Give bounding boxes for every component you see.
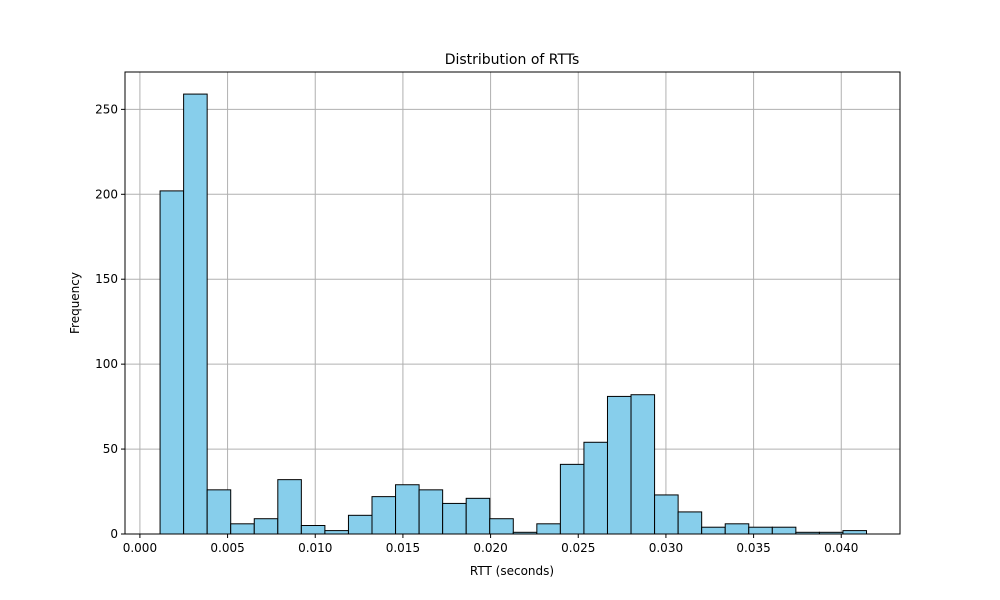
histogram-bar-22: [677, 511, 703, 535]
x-axis-ticks: 0.000 0.005 0.010 0.015 0.020 0.025 0.030 0.035…: [123, 534, 858, 555]
histogram-bar-23: [701, 526, 726, 535]
x-tick-label-8: 0.040: [824, 541, 858, 555]
histogram-bar-3: [230, 523, 255, 535]
x-tick-label-2: 0.010: [298, 541, 332, 555]
histogram-bar-18: [583, 441, 608, 535]
histogram-bar-9: [371, 496, 397, 535]
histogram-bar-24: [724, 523, 750, 535]
histogram-bar-17: [559, 463, 585, 535]
x-tick-label-7: 0.035: [736, 541, 770, 555]
histogram-bar-19: [606, 395, 632, 535]
plot-frame: [124, 71, 901, 535]
histogram-bar-2: [206, 489, 232, 535]
histogram-bar-16: [536, 523, 561, 535]
x-axis-label: RTT (seconds): [470, 564, 554, 578]
histogram-bar-13: [465, 497, 491, 535]
y-tick-label-0: 0: [110, 527, 118, 541]
x-tick-label-0: 0.000: [123, 541, 157, 555]
y-tick-label-4: 200: [95, 187, 118, 201]
y-tick-label-5: 250: [95, 102, 118, 116]
histogram-bar-21: [654, 494, 679, 535]
x-tick-label-6: 0.030: [649, 541, 683, 555]
x-tick-label-4: 0.020: [473, 541, 507, 555]
histogram-bar-11: [418, 489, 444, 535]
histogram-bar-29: [842, 530, 868, 535]
histogram-bar-6: [300, 525, 326, 535]
histogram-bar-12: [442, 502, 467, 535]
histogram-bar-0: [159, 190, 185, 535]
histogram-bars: [159, 93, 868, 535]
y-axis-label: Frequency: [68, 272, 82, 334]
chart-title: Distribution of RTTs: [445, 52, 580, 68]
histogram-bar-5: [277, 479, 302, 535]
histogram-bar-14: [489, 518, 514, 535]
histogram-bar-20: [630, 394, 656, 535]
histogram-bar-1: [183, 93, 208, 535]
histogram-bar-4: [253, 518, 279, 535]
histogram-bar-7: [324, 530, 349, 535]
histogram-bar-10: [395, 484, 420, 535]
x-tick-label-1: 0.005: [210, 541, 244, 555]
x-tick-label-5: 0.025: [561, 541, 595, 555]
y-tick-label-2: 100: [95, 357, 118, 371]
histogram-bar-8: [347, 514, 373, 535]
x-tick-label-3: 0.015: [386, 541, 420, 555]
histogram-bar-26: [771, 526, 797, 535]
y-tick-label-3: 150: [95, 272, 118, 286]
y-tick-label-1: 50: [103, 442, 118, 456]
histogram-bar-25: [748, 526, 773, 535]
y-axis-ticks: 0 50 100 150 200 250: [95, 102, 125, 541]
